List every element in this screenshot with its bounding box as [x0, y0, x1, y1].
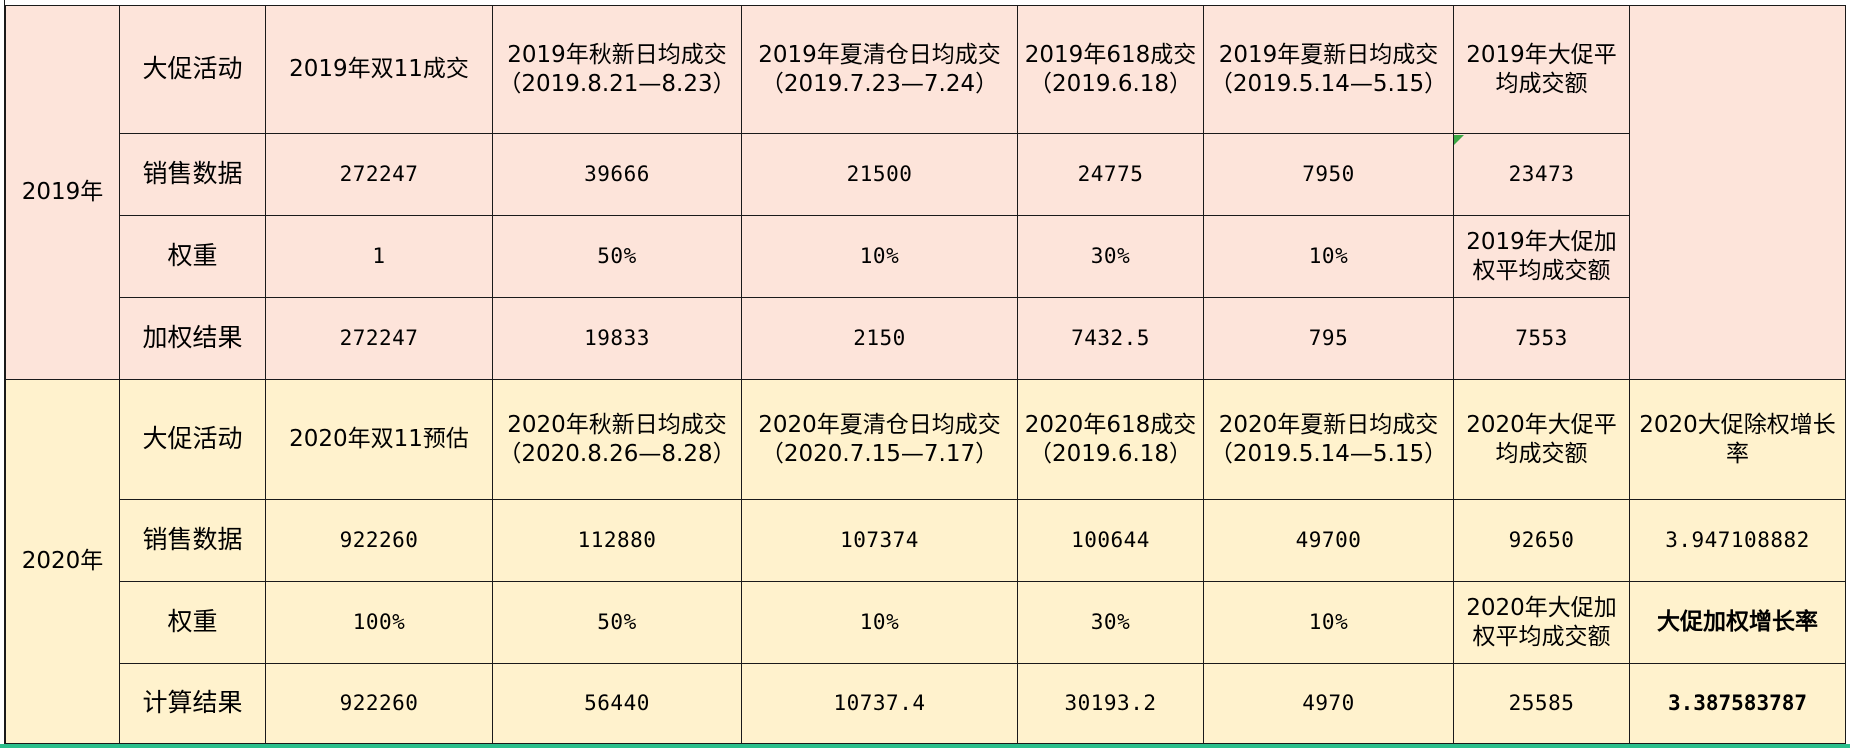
label-sales-2020[interactable]: 销售数据 [119, 499, 266, 582]
row-2020-results: 计算结果 922260 56440 10737.4 30193.2 4970 2… [6, 663, 1846, 744]
cell-2020-promo-avg[interactable]: 2020年大促平均成交额 [1453, 379, 1630, 500]
year-2019-cell[interactable]: 2019年 [5, 5, 120, 380]
cell-2019-summer-new[interactable]: 2019年夏新日均成交（2019.5.14—5.15） [1203, 5, 1454, 134]
cell-2020-autumn[interactable]: 2020年秋新日均成交（2020.8.26—8.28） [492, 379, 742, 500]
cell-2019-618[interactable]: 2019年618成交（2019.6.18） [1017, 5, 1204, 134]
result-2019-c3[interactable]: 2150 [741, 297, 1018, 380]
weight-2020-c2[interactable]: 50% [492, 581, 742, 664]
result-2020-c5[interactable]: 4970 [1203, 663, 1454, 744]
cell-2020-summer-new[interactable]: 2020年夏新日均成交（2019.5.14—5.15） [1203, 379, 1454, 500]
result-2020-c7[interactable]: 3.387583787 [1629, 663, 1846, 744]
label-activity-2020[interactable]: 大促活动 [119, 379, 266, 500]
sales-2019-c2[interactable]: 39666 [492, 133, 742, 216]
weight-2019-c2[interactable]: 50% [492, 215, 742, 298]
result-2020-c2[interactable]: 56440 [492, 663, 742, 744]
cell-2020-ex-rights-growth[interactable]: 2020大促除权增长率 [1629, 379, 1846, 500]
result-2020-c4[interactable]: 30193.2 [1017, 663, 1204, 744]
sales-2019-c1[interactable]: 272247 [265, 133, 493, 216]
bottom-accent-line [0, 744, 1850, 748]
result-2019-c4[interactable]: 7432.5 [1017, 297, 1204, 380]
cell-2019-summer-clearance[interactable]: 2019年夏清仓日均成交（2019.7.23—7.24） [741, 5, 1018, 134]
sales-2020-c5[interactable]: 49700 [1203, 499, 1454, 582]
result-2020-c3[interactable]: 10737.4 [741, 663, 1018, 744]
cell-2020-double11[interactable]: 2020年双11预估 [265, 379, 493, 500]
sales-2020-c2[interactable]: 112880 [492, 499, 742, 582]
cell-2019-double11[interactable]: 2019年双11成交 [265, 5, 493, 134]
row-2019-weights: 权重 1 50% 10% 30% 10% 2019年大促加权平均成交额 [6, 215, 1846, 298]
sales-2020-c6[interactable]: 92650 [1453, 499, 1630, 582]
sales-table: 2019年 大促活动 2019年双11成交 2019年秋新日均成交（2019.8… [5, 5, 1846, 744]
weight-2019-c4[interactable]: 30% [1017, 215, 1204, 298]
sales-2019-c5[interactable]: 7950 [1203, 133, 1454, 216]
row-2020-sales: 销售数据 922260 112880 107374 100644 49700 9… [6, 499, 1846, 582]
row-2019-sales: 销售数据 272247 39666 21500 24775 7950 23473 [6, 133, 1846, 216]
label-weight-2019[interactable]: 权重 [119, 215, 266, 298]
label-sales-2019[interactable]: 销售数据 [119, 133, 266, 216]
weight-2020-c1[interactable]: 100% [265, 581, 493, 664]
weight-2019-c3[interactable]: 10% [741, 215, 1018, 298]
result-2019-c2[interactable]: 19833 [492, 297, 742, 380]
weight-2020-c5[interactable]: 10% [1203, 581, 1454, 664]
label-activity-2019[interactable]: 大促活动 [119, 5, 266, 134]
weight-2019-c1[interactable]: 1 [265, 215, 493, 298]
weight-2020-c4[interactable]: 30% [1017, 581, 1204, 664]
row-2019-results: 加权结果 272247 19833 2150 7432.5 795 7553 [6, 297, 1846, 380]
label-weight-2020[interactable]: 权重 [119, 581, 266, 664]
cell-2019-promo-avg[interactable]: 2019年大促平均成交额 [1453, 5, 1630, 134]
row-2019-activities: 2019年 大促活动 2019年双11成交 2019年秋新日均成交（2019.8… [5, 5, 1846, 380]
row-header-edge [0, 0, 5, 744]
weight-2020-c7[interactable]: 大促加权增长率 [1629, 581, 1846, 664]
result-2019-c1[interactable]: 272247 [265, 297, 493, 380]
sales-2020-c1[interactable]: 922260 [265, 499, 493, 582]
cell-2020-618[interactable]: 2020年618成交（2019.6.18） [1017, 379, 1204, 500]
weight-2019-c6[interactable]: 2019年大促加权平均成交额 [1453, 215, 1630, 298]
year-2020-cell[interactable]: 2020年 [5, 379, 120, 744]
row-2020-weights: 权重 100% 50% 10% 30% 10% 2020年大促加权平均成交额 大… [6, 581, 1846, 664]
weight-2020-c3[interactable]: 10% [741, 581, 1018, 664]
result-2020-c1[interactable]: 922260 [265, 663, 493, 744]
label-result-2019[interactable]: 加权结果 [119, 297, 266, 380]
cell-2019-autumn[interactable]: 2019年秋新日均成交（2019.8.21—8.23） [492, 5, 742, 134]
result-2019-c5[interactable]: 795 [1203, 297, 1454, 380]
label-result-2020[interactable]: 计算结果 [119, 663, 266, 744]
row-2020-activities: 2020年 大促活动 2020年双11预估 2020年秋新日均成交（2020.8… [5, 379, 1846, 744]
weight-2020-c6[interactable]: 2020年大促加权平均成交额 [1453, 581, 1630, 664]
sales-2019-c3[interactable]: 21500 [741, 133, 1018, 216]
cell-2019-empty[interactable] [1629, 5, 1846, 380]
sales-2020-c7[interactable]: 3.947108882 [1629, 499, 1846, 582]
weight-2019-c5[interactable]: 10% [1203, 215, 1454, 298]
sales-2020-c3[interactable]: 107374 [741, 499, 1018, 582]
sales-2020-c4[interactable]: 100644 [1017, 499, 1204, 582]
cell-2020-summer-clearance[interactable]: 2020年夏清仓日均成交（2020.7.15—7.17） [741, 379, 1018, 500]
sales-2019-c6[interactable]: 23473 [1453, 133, 1630, 216]
cell-comment-marker-icon [1454, 135, 1464, 145]
result-2019-c6[interactable]: 7553 [1453, 297, 1630, 380]
result-2020-c6[interactable]: 25585 [1453, 663, 1630, 744]
sales-2019-c4[interactable]: 24775 [1017, 133, 1204, 216]
